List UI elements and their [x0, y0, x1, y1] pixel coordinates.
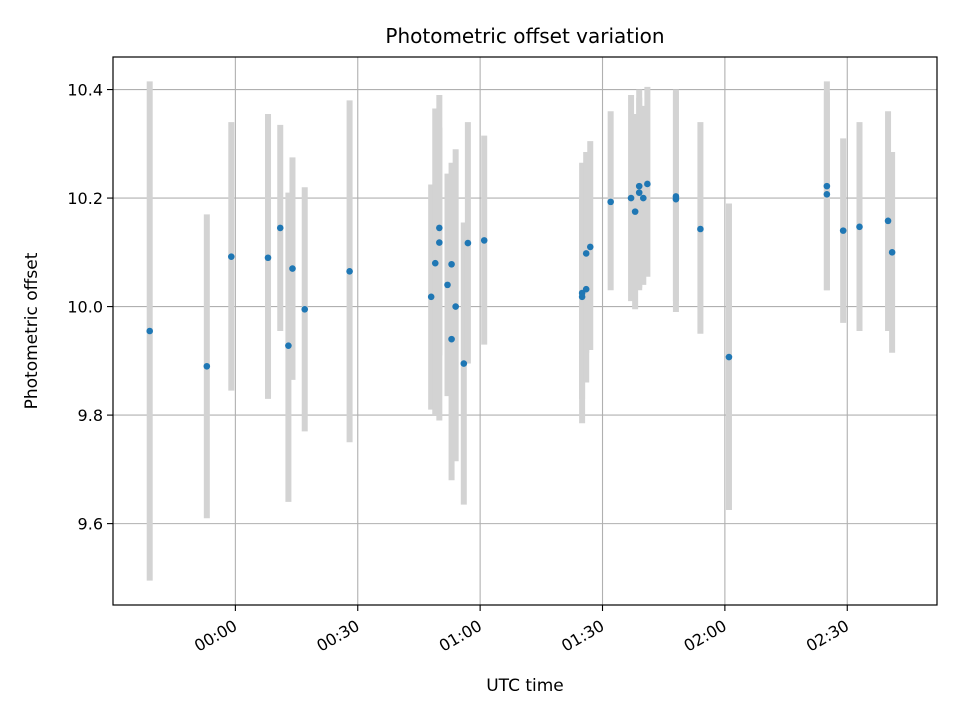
error-bars: [146, 81, 896, 581]
x-tick-label-3: 01:30: [558, 616, 607, 656]
y-tick-label-1: 9.8: [78, 406, 103, 425]
data-point-2: [227, 253, 235, 260]
data-point-31: [644, 180, 651, 188]
data-point-22: [582, 285, 590, 293]
y-tick-label-4: 10.4: [67, 81, 103, 100]
data-point-19: [480, 237, 488, 244]
data-point-29: [635, 182, 643, 190]
data-point-27: [631, 208, 639, 215]
data-point-34: [697, 225, 704, 233]
data-point-7: [301, 305, 309, 313]
data-point-9: [427, 293, 435, 301]
data-point-33: [672, 193, 680, 200]
grid-lines: [113, 57, 937, 605]
x-axis-label: UTC time: [486, 676, 564, 696]
data-point-13: [444, 281, 451, 289]
data-point-4: [276, 224, 284, 232]
x-tick-label-2: 01:00: [436, 616, 485, 656]
plot-frame: [112, 56, 938, 606]
data-point-21: [578, 293, 586, 301]
y-axis-ticks: 9.6 9.8 10.0 10.2 10.4: [67, 81, 113, 534]
data-point-23: [582, 250, 590, 257]
data-point-38: [839, 227, 847, 234]
data-point-18: [464, 239, 472, 247]
data-point-14: [448, 260, 455, 268]
data-point-35: [725, 353, 733, 361]
data-point-1: [203, 362, 211, 370]
data-point-41: [888, 249, 896, 256]
data-point-10: [431, 259, 439, 267]
data-point-16: [452, 303, 459, 310]
x-tick-label-0: 00:00: [191, 616, 240, 656]
chart-title: Photometric offset variation: [385, 24, 664, 48]
data-point-26: [627, 194, 635, 202]
data-point-12: [436, 239, 443, 246]
data-point-3: [264, 254, 272, 262]
y-tick-label-3: 10.2: [67, 189, 103, 208]
data-point-25: [607, 198, 614, 206]
x-axis-ticks: 00:00 00:30 01:00 01:30 02:00 02:30: [191, 605, 852, 656]
data-point-37: [823, 190, 831, 198]
x-tick-label-4: 02:00: [680, 616, 729, 656]
data-point-15: [448, 335, 455, 343]
data-point-30: [639, 194, 647, 202]
data-point-39: [856, 223, 863, 231]
data-point-0: [146, 327, 154, 335]
data-point-17: [460, 360, 468, 367]
data-point-28: [635, 189, 643, 196]
data-point-36: [823, 182, 831, 190]
y-tick-label-2: 10.0: [67, 298, 103, 317]
data-point-40: [884, 217, 892, 225]
x-tick-label-5: 02:30: [803, 616, 852, 656]
data-point-8: [346, 268, 353, 275]
x-tick-label-1: 00:30: [313, 616, 362, 656]
data-point-11: [436, 224, 443, 232]
y-axis-label: Photometric offset: [22, 252, 42, 409]
data-point-6: [289, 265, 296, 272]
data-point-24: [586, 243, 594, 251]
data-point-5: [285, 342, 292, 349]
y-tick-label-0: 9.6: [78, 515, 103, 534]
data-points: [146, 180, 896, 370]
